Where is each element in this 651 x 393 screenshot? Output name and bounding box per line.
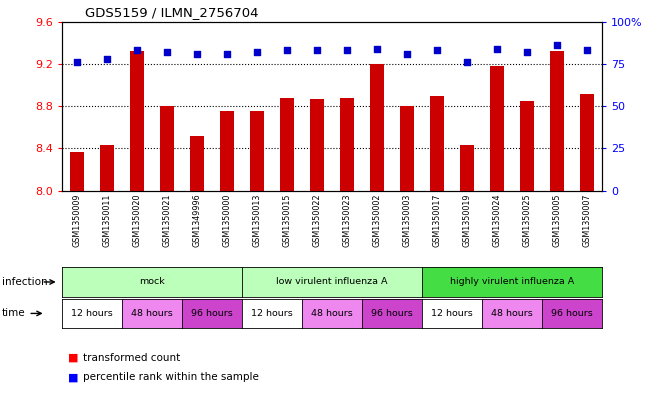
Text: 12 hours: 12 hours	[251, 309, 293, 318]
Text: low virulent influenza A: low virulent influenza A	[276, 277, 388, 286]
Point	[522, 49, 533, 55]
Text: mock: mock	[139, 277, 165, 286]
Bar	[520, 101, 534, 191]
Bar	[550, 51, 564, 191]
Text: percentile rank within the sample: percentile rank within the sample	[83, 372, 258, 382]
Bar	[490, 66, 504, 191]
Point	[582, 47, 592, 53]
Point	[102, 56, 112, 62]
Text: infection: infection	[2, 277, 48, 287]
Bar	[190, 136, 204, 191]
Bar	[160, 106, 174, 191]
Point	[342, 47, 352, 53]
Point	[282, 47, 292, 53]
Bar	[220, 111, 234, 191]
Text: 12 hours: 12 hours	[71, 309, 113, 318]
Point	[552, 42, 562, 48]
Text: 96 hours: 96 hours	[191, 309, 233, 318]
Text: 96 hours: 96 hours	[371, 309, 413, 318]
Text: 48 hours: 48 hours	[492, 309, 533, 318]
Text: 96 hours: 96 hours	[551, 309, 593, 318]
Text: ■: ■	[68, 372, 79, 382]
Point	[252, 49, 262, 55]
Point	[492, 46, 503, 52]
Point	[432, 47, 442, 53]
Text: GDS5159 / ILMN_2756704: GDS5159 / ILMN_2756704	[85, 6, 258, 19]
Text: 48 hours: 48 hours	[311, 309, 353, 318]
Point	[161, 49, 172, 55]
Text: highly virulent influenza A: highly virulent influenza A	[450, 277, 574, 286]
Bar	[280, 97, 294, 191]
Bar	[460, 145, 474, 191]
Bar	[430, 95, 444, 191]
Bar	[130, 51, 144, 191]
Text: time: time	[2, 309, 25, 318]
Bar	[250, 111, 264, 191]
Point	[222, 51, 232, 57]
Bar	[70, 152, 83, 191]
Bar	[400, 106, 414, 191]
Point	[191, 51, 202, 57]
Bar	[340, 97, 353, 191]
Text: 48 hours: 48 hours	[131, 309, 173, 318]
Bar	[581, 94, 594, 191]
Point	[72, 59, 82, 65]
Text: transformed count: transformed count	[83, 353, 180, 363]
Bar	[370, 64, 384, 191]
Point	[132, 47, 142, 53]
Bar	[311, 99, 324, 191]
Point	[462, 59, 473, 65]
Point	[402, 51, 412, 57]
Point	[372, 46, 382, 52]
Text: ■: ■	[68, 353, 79, 363]
Point	[312, 47, 322, 53]
Text: 12 hours: 12 hours	[431, 309, 473, 318]
Bar	[100, 145, 114, 191]
